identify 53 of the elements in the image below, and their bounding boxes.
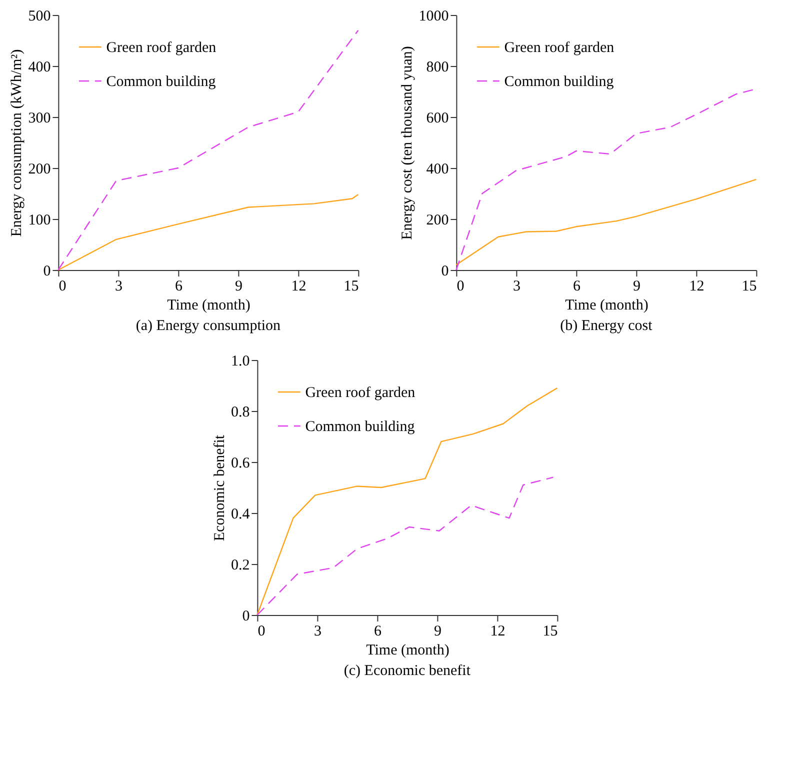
line-series [456,178,757,266]
x-tick-label: 15 [344,278,359,294]
y-tick-label: 300 [28,110,51,126]
text: (b) Energy cost [560,318,654,334]
y-tick-label: 0.4 [230,506,250,522]
x-axis-title: Time (month) [565,298,648,314]
x-tick-label: 12 [689,278,704,294]
y-tick-label: 400 [426,162,449,178]
x-tick-label: 3 [314,624,322,640]
y-tick-label: 0 [43,264,51,280]
y-tick-label: 500 [28,8,51,24]
x-tick-label: 0 [58,278,66,294]
x-tick-label: 12 [490,624,506,640]
legend-label: Common building [305,419,416,435]
x-tick-label: 12 [291,278,306,294]
x-tick-label: 0 [456,278,464,294]
legend-label: Green roof garden [106,40,217,56]
x-tick-label: 9 [234,278,242,294]
y-axis-title: Energy consumption (kWh/m²) [9,49,26,237]
y-tick-label: 1.0 [230,354,250,370]
y-tick-label: 0.2 [230,558,250,574]
y-tick-label: 1000 [418,8,449,24]
y-tick-label: 100 [28,212,51,228]
y-axis-title: Economic benefit [212,434,228,542]
x-axis-title: Time (month) [167,298,250,314]
legend-label: Green roof garden [504,40,615,56]
y-tick-label: 0.8 [230,404,250,420]
x-tick-label: 15 [742,278,757,294]
y-tick-label: 800 [426,60,449,76]
legend-label: Green roof garden [305,385,416,401]
x-tick-label: 3 [512,278,520,294]
y-tick-label: 0 [242,608,250,624]
line-series [256,476,554,616]
x-tick-label: 0 [258,624,266,640]
x-tick-label: 6 [174,278,183,294]
y-axis-title: Energy cost (ten thousand yuan) [400,46,416,240]
y-tick-label: 600 [426,110,449,126]
x-axis-title: Time (month) [366,642,450,658]
legend-label: Common building [504,74,614,90]
text: (a) Energy consumption [136,318,282,334]
text: (c) Economic benefit [344,663,472,679]
x-tick-label: 9 [632,278,640,294]
y-tick-label: 400 [28,60,51,76]
x-tick-label: 9 [434,624,442,640]
x-tick-label: 6 [374,624,382,640]
legend-label: Common building [106,74,216,90]
x-tick-label: 3 [114,278,122,294]
x-tick-label: 15 [542,624,558,640]
y-tick-label: 0 [441,264,449,280]
x-tick-label: 6 [572,278,581,294]
y-tick-label: 200 [28,162,51,178]
y-tick-label: 0.6 [230,456,250,472]
y-tick-label: 200 [426,212,449,228]
